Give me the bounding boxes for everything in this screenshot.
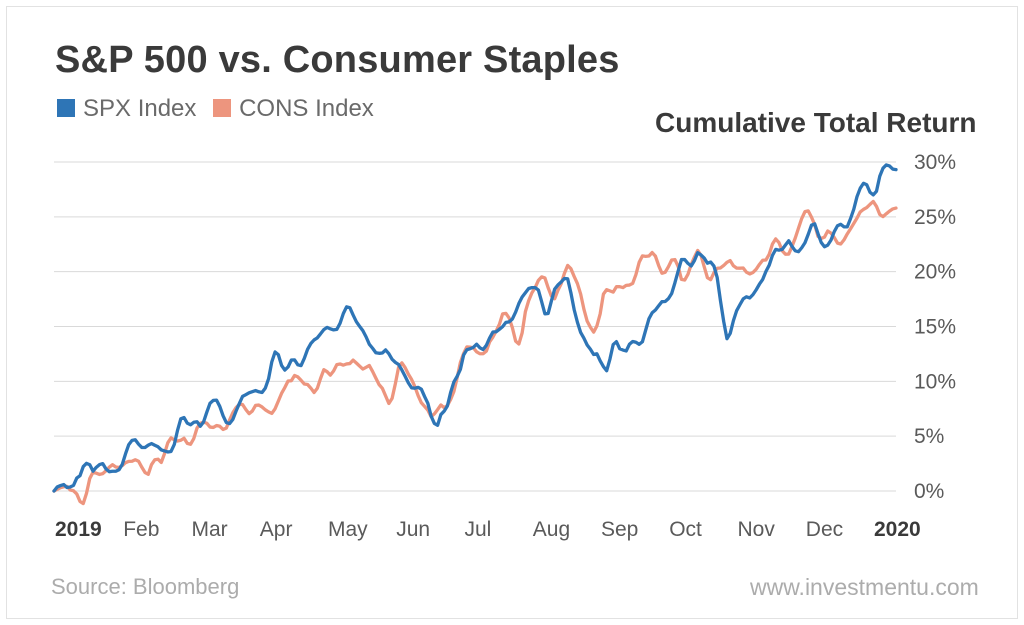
svg-text:20%: 20%: [914, 261, 956, 284]
svg-text:Sep: Sep: [601, 518, 638, 541]
svg-text:Oct: Oct: [669, 518, 702, 541]
svg-text:25%: 25%: [914, 206, 956, 229]
svg-text:15%: 15%: [914, 316, 956, 339]
svg-text:Jul: Jul: [465, 518, 492, 541]
svg-text:Jun: Jun: [396, 518, 430, 541]
svg-text:Apr: Apr: [260, 518, 293, 541]
svg-text:Mar: Mar: [192, 518, 228, 541]
svg-text:May: May: [328, 518, 368, 541]
svg-text:Dec: Dec: [806, 518, 843, 541]
svg-text:Aug: Aug: [533, 518, 570, 541]
svg-text:Feb: Feb: [123, 518, 159, 541]
svg-text:30%: 30%: [914, 151, 956, 174]
svg-text:2020: 2020: [874, 518, 921, 541]
svg-text:10%: 10%: [914, 370, 956, 393]
svg-text:Nov: Nov: [738, 518, 776, 541]
svg-text:5%: 5%: [914, 425, 944, 448]
svg-text:0%: 0%: [914, 480, 944, 503]
svg-text:2019: 2019: [55, 518, 102, 541]
